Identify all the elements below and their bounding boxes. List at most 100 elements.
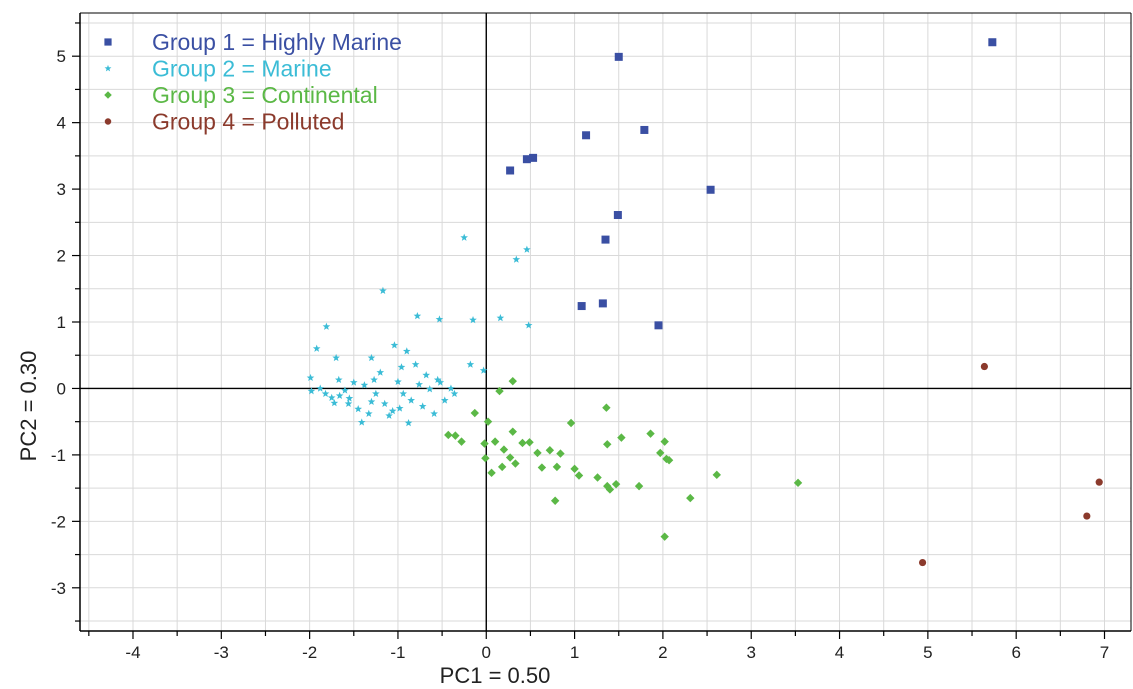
x-tick-label: 4 [835,643,844,662]
data-point [345,394,354,402]
data-point [545,446,555,455]
data-point [376,368,385,376]
data-point [613,211,622,220]
data-point [603,440,612,449]
data-point [379,286,387,294]
data-point [330,399,339,407]
data-point [466,360,475,368]
data-point [664,456,674,465]
data-point [415,380,423,388]
data-point [574,471,584,480]
data-point [552,462,562,472]
y-tick-label: -1 [51,446,66,465]
data-point [425,385,434,393]
x-tick-label: -2 [302,643,317,662]
data-point [372,389,380,397]
data-point [354,405,363,413]
data-point [321,389,330,397]
data-point [614,52,623,61]
data-point [481,454,490,463]
data-point [556,449,565,458]
y-tick-label: 4 [57,114,66,133]
x-tick-label: -3 [214,643,229,662]
data-point [1095,478,1103,486]
data-point [524,321,533,329]
data-point [395,404,404,412]
data-point [523,245,531,253]
data-point [394,377,402,386]
data-point [312,344,321,352]
data-point [566,418,576,428]
data-point [367,353,376,362]
legend-marker [104,38,112,46]
data-point [367,397,376,405]
data-point [593,473,602,482]
x-tick-label: 7 [1100,643,1109,662]
y-axis-title: PC2 = 0.30 [16,351,41,462]
y-tick-label: -3 [51,579,66,598]
data-point [1083,512,1091,520]
data-point [380,399,389,407]
data-point [418,402,427,410]
data-point [457,437,466,446]
data-point [388,407,397,415]
data-point [430,409,438,417]
data-point [335,391,344,399]
data-point [660,437,669,446]
data-point [617,433,626,442]
y-tick-label: -2 [51,512,66,531]
tick-labels: -4 -3 -2 -1 0 1 2 3 4 5 6 7 -3 -2 -1 0 1 2 3 4 5 [51,47,1109,662]
data-point [447,384,455,392]
data-point [487,468,496,478]
data-point [422,371,431,379]
data-point [460,233,468,241]
series-group-2 [306,233,533,427]
data-point [508,427,517,436]
data-point [505,453,515,462]
y-tick-label: 2 [57,247,66,266]
x-tick-label: 2 [658,643,667,662]
data-point [479,366,488,374]
data-point [496,314,505,322]
data-point [712,470,721,480]
data-point [646,429,655,438]
y-tick-label: 3 [57,180,66,199]
data-point [370,375,378,384]
legend-label: Group 1 = Highly Marine [152,29,402,55]
data-point [451,431,460,440]
axes [72,12,1132,639]
data-point [533,448,542,458]
data-point [316,384,325,392]
x-tick-label: 6 [1011,643,1020,662]
series-group-1 [506,38,997,330]
x-axis-title: PC1 = 0.50 [440,663,551,688]
data-point [349,378,358,386]
legend-label: Group 3 = Continental [152,82,378,108]
data-point [365,409,373,417]
data-point [980,362,988,371]
x-tick-label: -4 [125,643,140,662]
data-point [483,417,493,426]
data-point [522,155,531,164]
data-point [499,445,509,454]
data-point [495,386,504,396]
data-point [440,396,449,404]
data-point [537,463,547,472]
data-point [322,322,331,330]
data-point [656,448,665,458]
data-point [402,347,411,355]
data-point [506,166,515,175]
data-point [341,386,349,394]
legend-label: Group 2 = Marine [152,56,332,82]
legend-marker [104,91,112,99]
data-point [512,255,521,263]
data-point [357,418,366,426]
data-points [306,38,1103,567]
data-point [603,481,612,491]
x-tick-label: -1 [390,643,405,662]
data-point [988,38,997,47]
data-point [390,341,399,349]
series-group-3 [444,376,803,541]
data-point [660,532,669,541]
